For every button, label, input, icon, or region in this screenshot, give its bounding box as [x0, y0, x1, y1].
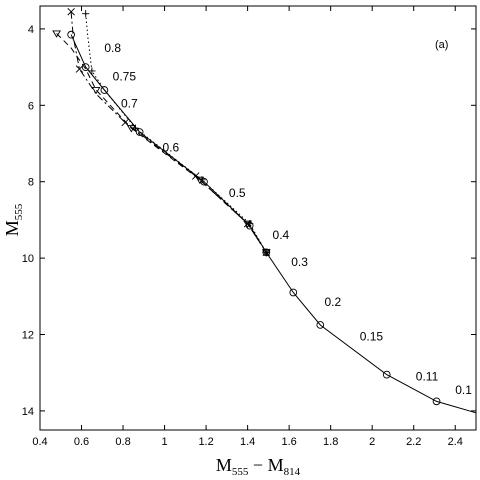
x-tick-label: 1.6 — [281, 436, 296, 448]
mass-label: 0.1 — [455, 383, 472, 397]
circle-marker — [289, 288, 298, 297]
circle-marker — [67, 30, 75, 39]
plus-marker — [246, 220, 254, 228]
circle-marker — [81, 63, 90, 71]
mass-label: 0.75 — [113, 70, 137, 84]
x-tick-label: 0.6 — [74, 436, 89, 448]
x-tick-label: 1 — [162, 436, 168, 448]
triangle-marker — [91, 86, 101, 95]
x-marker — [121, 118, 129, 127]
mass-label: 0.11 — [416, 370, 439, 384]
y-tick-label: 6 — [28, 100, 34, 112]
y-tick-label: 12 — [22, 330, 34, 342]
x-marker — [75, 65, 84, 73]
y-axis-ticks: 4 6 8 10 12 14 — [22, 24, 476, 418]
circle-marker — [100, 86, 109, 94]
series-line-dashdot — [70, 11, 267, 253]
panel-label: (a) — [435, 39, 448, 51]
plus-marker — [262, 248, 270, 256]
plus-marker — [131, 124, 140, 132]
y-tick-label: 4 — [28, 24, 34, 36]
plus-marker — [88, 67, 96, 75]
annotation-group: 0.8 0.75 0.7 0.6 0.5 0.40.3 0.2 0.15 0.11 0.1 — [104, 41, 472, 397]
mass-label: 0.3 — [291, 255, 308, 269]
plot-frame — [39, 5, 477, 431]
mass-label: 0.6 — [162, 140, 179, 154]
x-tick-label: 2.4 — [448, 436, 463, 448]
circle-marker — [316, 321, 325, 329]
x-tick-label: 0.8 — [115, 436, 130, 448]
mass-label: 0.8 — [104, 41, 121, 55]
y-tick-label: 10 — [22, 253, 34, 265]
x-marker — [191, 172, 200, 180]
x-tick-label: 1.8 — [323, 436, 338, 448]
plus-marker — [82, 10, 90, 18]
circle-marker — [135, 128, 144, 136]
mass-label: 0.2 — [324, 295, 341, 309]
x-tick-label: 1.4 — [240, 436, 255, 448]
triangle-marker — [52, 30, 62, 38]
x-tick-label: 1.2 — [198, 436, 213, 448]
x-tick-label: 2 — [369, 436, 375, 448]
series-line-dotted — [85, 13, 267, 253]
mass-label: 0.4 — [273, 228, 290, 242]
mass-label: 0.15 — [360, 329, 384, 343]
x-axis-title: M555 − M814 — [216, 455, 301, 478]
y-tick-label: 14 — [22, 406, 34, 418]
series-group — [52, 8, 477, 414]
x-tick-label: 0.4 — [32, 436, 47, 448]
y-axis-title: M555 — [2, 203, 25, 236]
y-tick-label: 8 — [28, 177, 34, 189]
circle-marker — [432, 397, 441, 406]
plus-marker — [198, 176, 206, 184]
x-axis-ticks: 0.4 0.6 0.8 1 1.2 1.4 1.6 1.8 2 2.2 2.4 — [32, 6, 463, 448]
mass-label: 0.7 — [121, 96, 138, 110]
series-line-solid — [70, 34, 477, 414]
series-line-dashed — [56, 33, 267, 253]
mass-label: 0.5 — [229, 186, 246, 200]
circle-marker — [382, 370, 391, 379]
x-marker — [67, 8, 75, 16]
x-tick-label: 2.2 — [406, 436, 421, 448]
